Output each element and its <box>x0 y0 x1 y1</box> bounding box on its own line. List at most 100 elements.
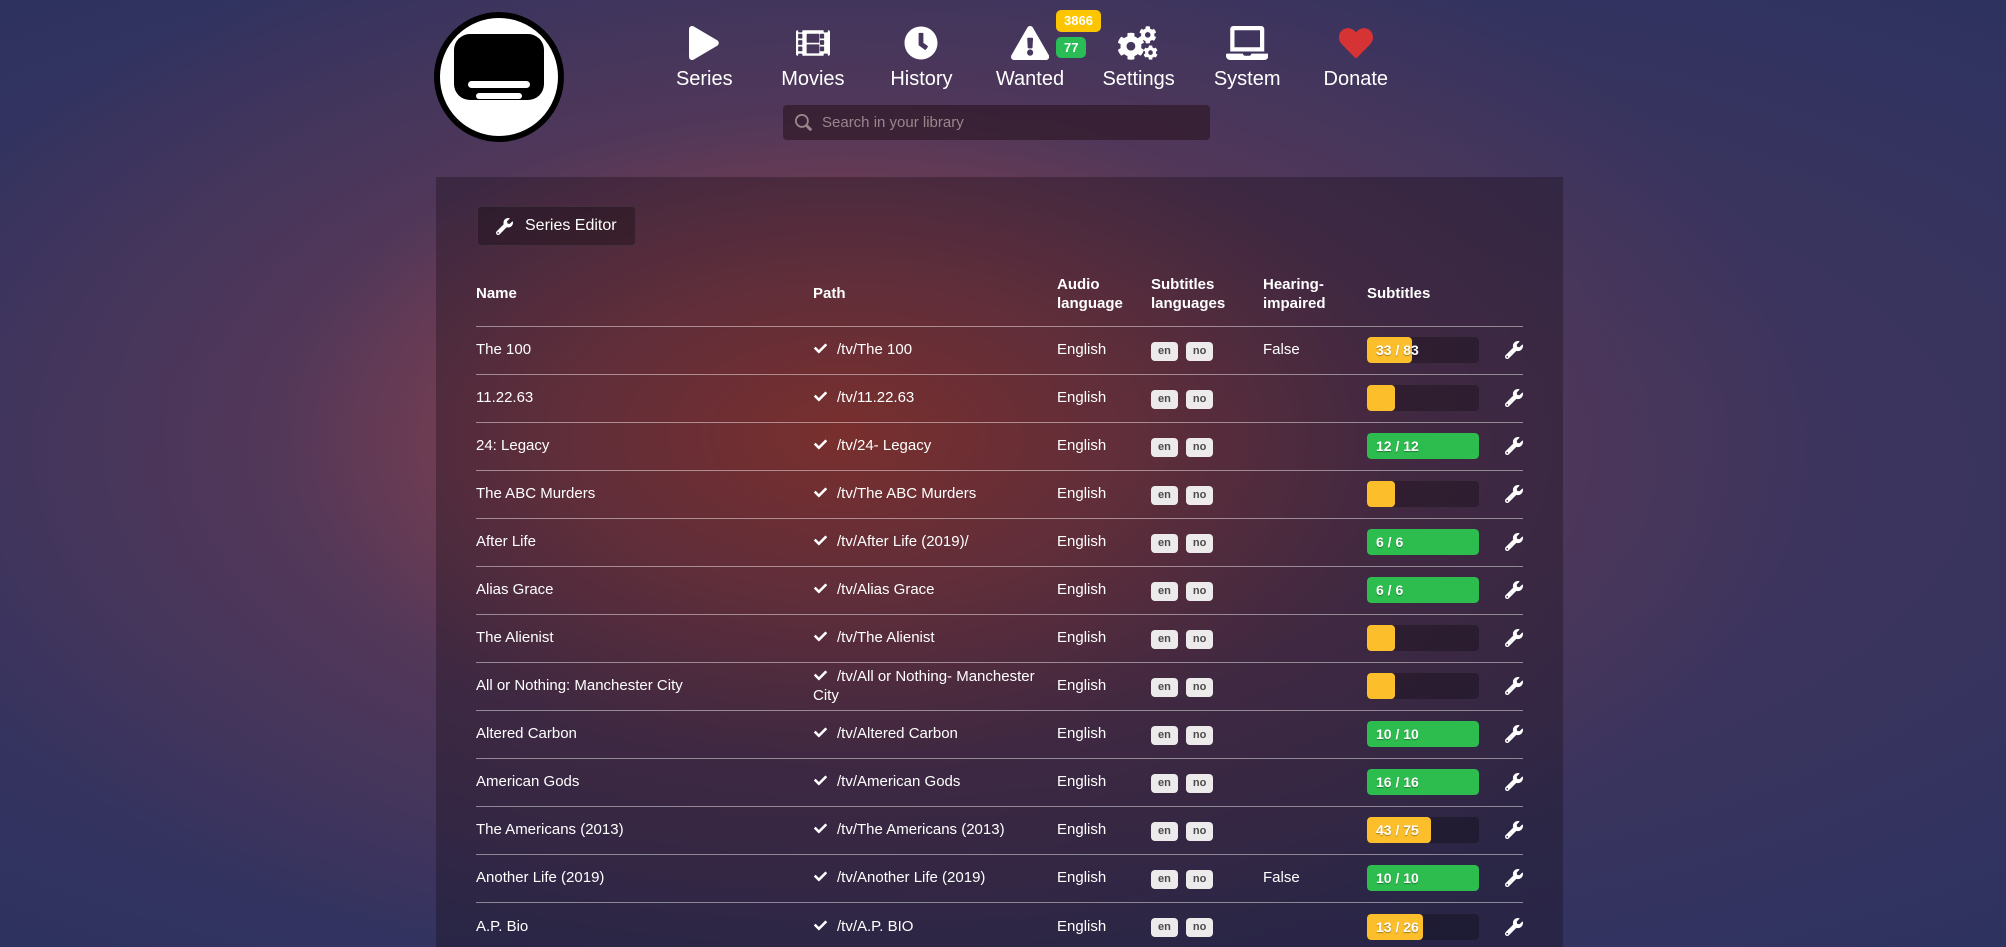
search-input[interactable] <box>822 114 1198 131</box>
wanted-movies-badge: 77 <box>1056 36 1087 59</box>
series-path: /tv/All or Nothing- Manchester City <box>813 667 1057 706</box>
subtitles-cell <box>1367 385 1498 411</box>
wrench-icon[interactable] <box>1505 437 1523 455</box>
series-name[interactable]: A.P. Bio <box>476 917 529 935</box>
progress-label: 13 / 26 <box>1376 918 1419 935</box>
wrench-icon[interactable] <box>1505 629 1523 647</box>
wrench-icon[interactable] <box>1505 389 1523 407</box>
warning-icon <box>1010 26 1050 60</box>
wrench-icon[interactable] <box>1505 677 1523 695</box>
nav-item-wanted[interactable]: 3866 77 Wanted <box>976 10 1101 91</box>
language-badge: no <box>1185 389 1214 409</box>
audio-language-value: English <box>1057 437 1107 455</box>
series-name[interactable]: After Life <box>476 533 537 551</box>
subtitles-languages-badges: en no <box>1151 484 1263 505</box>
series-path-text: /tv/11.22.63 <box>837 389 915 407</box>
table-row: The 100 /tv/The 100 English en no False 3… <box>476 327 1523 375</box>
progress-fill <box>1367 385 1395 411</box>
audio-language-value: English <box>1057 389 1107 407</box>
gears-icon <box>1118 26 1158 60</box>
language-badge: en <box>1151 773 1178 793</box>
nav-item-history[interactable]: History <box>867 22 976 91</box>
nav-item-system[interactable]: System <box>1193 22 1302 91</box>
audio-language-value: English <box>1057 725 1107 743</box>
subtitles-cell: 6 / 6 <box>1367 529 1498 555</box>
progress-fill <box>1367 817 1431 843</box>
bazarr-logo[interactable] <box>434 12 564 142</box>
series-name[interactable]: The Americans (2013) <box>476 821 624 839</box>
series-path: /tv/A.P. BIO <box>813 917 1057 937</box>
series-path-text: /tv/After Life (2019)/ <box>837 533 969 551</box>
series-name[interactable]: 24: Legacy <box>476 437 550 455</box>
progress-fill <box>1367 865 1479 891</box>
table-row: All or Nothing: Manchester City /tv/All … <box>476 663 1523 711</box>
series-name[interactable]: All or Nothing: Manchester City <box>476 677 683 695</box>
wrench-icon[interactable] <box>1505 869 1523 887</box>
check-icon <box>814 670 827 680</box>
header-name: Name <box>476 285 517 303</box>
series-name[interactable]: American Gods <box>476 773 580 791</box>
table-row: Alias Grace /tv/Alias Grace English en no… <box>476 567 1523 615</box>
nav-item-movies[interactable]: Movies <box>759 22 868 91</box>
series-name[interactable]: Altered Carbon <box>476 725 577 743</box>
check-icon <box>814 535 827 546</box>
wrench-icon[interactable] <box>1505 773 1523 791</box>
series-name[interactable]: 11.22.63 <box>476 389 534 407</box>
progress-fill <box>1367 913 1423 940</box>
series-name[interactable]: The Alienist <box>476 629 554 647</box>
language-badge: no <box>1185 485 1214 505</box>
series-table: Name Path Audio language Subtitles langu… <box>476 246 1523 947</box>
series-path-text: /tv/24- Legacy <box>837 437 932 455</box>
top-navigation: Series Movies History 3866 77 Wanted Set… <box>650 10 1410 91</box>
progress-fill <box>1367 337 1412 363</box>
subtitles-cell: 13 / 26 <box>1367 913 1498 940</box>
audio-language-value: English <box>1057 869 1107 887</box>
audio-language-value: English <box>1057 677 1107 695</box>
language-badge: no <box>1185 677 1214 697</box>
audio-language-value: English <box>1057 629 1107 647</box>
audio-language-value: English <box>1057 485 1107 503</box>
series-name[interactable]: The ABC Murders <box>476 485 596 503</box>
language-badge: no <box>1185 581 1214 601</box>
nav-item-series[interactable]: Series <box>650 22 759 91</box>
nav-item-donate[interactable]: Donate <box>1301 22 1410 91</box>
wrench-icon[interactable] <box>1505 485 1523 503</box>
language-badge: en <box>1151 918 1178 937</box>
audio-language-value: English <box>1057 341 1107 359</box>
language-badge: no <box>1185 533 1214 553</box>
series-path-text: /tv/All or Nothing- Manchester City <box>813 667 1035 705</box>
table-row: The ABC Murders /tv/The ABC Murders Engl… <box>476 471 1523 519</box>
wrench-icon[interactable] <box>1505 725 1523 743</box>
series-path: /tv/Altered Carbon <box>813 724 1057 744</box>
language-badge: en <box>1151 581 1178 601</box>
wrench-icon[interactable] <box>1505 821 1523 839</box>
wrench-icon[interactable] <box>1505 581 1523 599</box>
language-badge: en <box>1151 629 1178 649</box>
subtitles-languages-badges: en no <box>1151 916 1263 937</box>
series-name[interactable]: Another Life (2019) <box>476 869 605 887</box>
nav-label: Settings <box>1102 68 1175 90</box>
subtitles-progress-bar: 43 / 75 <box>1367 817 1479 843</box>
series-editor-button[interactable]: Series Editor <box>477 206 636 246</box>
clock-icon <box>904 26 938 60</box>
nav-item-settings[interactable]: Settings <box>1084 22 1193 91</box>
film-icon <box>795 30 830 56</box>
series-name[interactable]: Alias Grace <box>476 581 554 599</box>
subtitles-progress-bar: 6 / 6 <box>1367 577 1479 603</box>
check-icon <box>814 631 827 642</box>
table-header: Name Path Audio language Subtitles langu… <box>476 246 1523 327</box>
check-icon <box>814 920 827 931</box>
subtitles-cell: 33 / 83 <box>1367 337 1498 363</box>
subtitles-languages-badges: en no <box>1151 724 1263 745</box>
series-path-text: /tv/American Gods <box>837 773 961 791</box>
wrench-icon[interactable] <box>1505 341 1523 359</box>
progress-fill <box>1367 481 1395 507</box>
series-name[interactable]: The 100 <box>476 341 532 359</box>
header-subtitles: Subtitles <box>1367 285 1431 303</box>
hearing-impaired-value: False <box>1263 869 1300 887</box>
table-row: A.P. Bio /tv/A.P. BIO English en no 13 / … <box>476 903 1523 947</box>
wrench-icon[interactable] <box>1505 917 1523 936</box>
wrench-icon[interactable] <box>1505 533 1523 551</box>
subtitles-cell <box>1367 673 1498 699</box>
progress-fill <box>1367 577 1479 603</box>
